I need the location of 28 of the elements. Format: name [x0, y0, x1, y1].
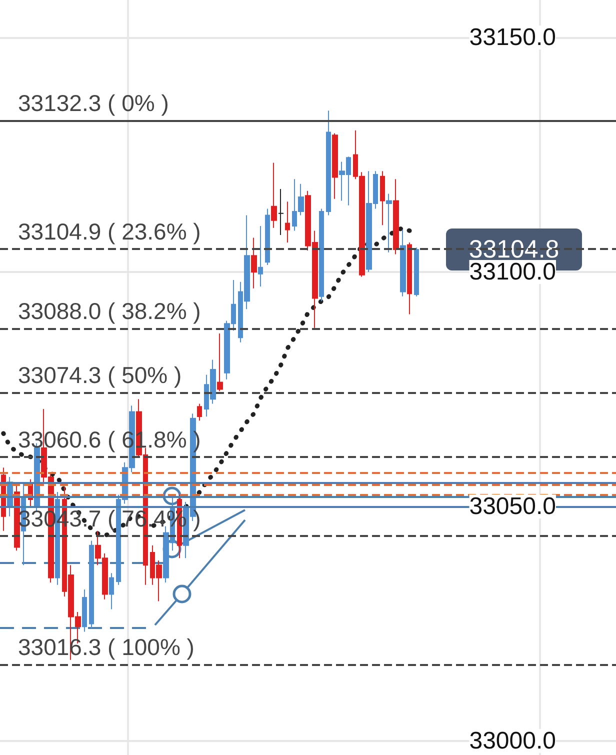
candlestick — [407, 242, 412, 315]
candlestick — [414, 247, 419, 297]
y-tick-label: 33000.0 — [469, 728, 556, 754]
candlestick — [217, 332, 223, 392]
candlestick — [258, 226, 263, 288]
candlestick — [386, 193, 392, 253]
candlestick — [380, 170, 385, 226]
y-tick-label: 33100.0 — [469, 258, 556, 286]
candlestick — [285, 201, 290, 243]
ref-line-label: 33074.3 ( 50% ) — [18, 362, 182, 388]
candlestick — [109, 572, 114, 610]
candlestick — [251, 237, 257, 289]
ref-line-label: 33132.3 ( 0% ) — [18, 90, 169, 116]
candlestick — [332, 132, 338, 200]
y-tick-label: 33050.0 — [469, 493, 556, 520]
candlestick — [82, 589, 87, 632]
candlestick — [400, 229, 406, 297]
candlestick — [265, 208, 270, 266]
y-tick-label: 33150.0 — [469, 24, 556, 52]
candlestick — [393, 178, 399, 255]
candlestick — [319, 208, 324, 302]
candlestick — [271, 162, 277, 228]
candlestick — [278, 188, 284, 236]
ref-line-label: 33088.0 ( 38.2% ) — [18, 298, 201, 324]
ref-line-label: 33104.9 ( 23.6% ) — [18, 218, 201, 245]
candlestick — [197, 403, 202, 422]
candlestick — [326, 110, 331, 216]
candlestick — [89, 540, 94, 629]
